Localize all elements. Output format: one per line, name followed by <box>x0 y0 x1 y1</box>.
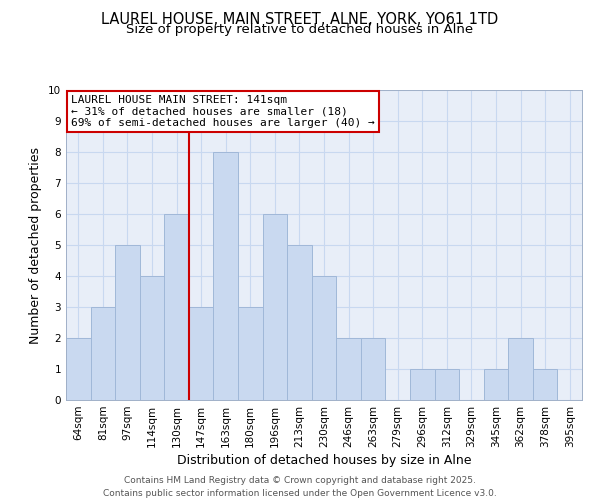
Bar <box>533 369 557 400</box>
Y-axis label: Number of detached properties: Number of detached properties <box>29 146 43 344</box>
Bar <box>115 245 140 400</box>
Bar <box>410 369 434 400</box>
Bar <box>434 369 459 400</box>
Bar <box>164 214 189 400</box>
Text: LAUREL HOUSE MAIN STREET: 141sqm
← 31% of detached houses are smaller (18)
69% o: LAUREL HOUSE MAIN STREET: 141sqm ← 31% o… <box>71 94 375 128</box>
Bar <box>361 338 385 400</box>
Bar <box>214 152 238 400</box>
Bar <box>263 214 287 400</box>
Text: Contains HM Land Registry data © Crown copyright and database right 2025.
Contai: Contains HM Land Registry data © Crown c… <box>103 476 497 498</box>
Bar <box>140 276 164 400</box>
Bar <box>336 338 361 400</box>
Bar <box>66 338 91 400</box>
X-axis label: Distribution of detached houses by size in Alne: Distribution of detached houses by size … <box>177 454 471 467</box>
Bar <box>508 338 533 400</box>
Bar <box>312 276 336 400</box>
Text: Size of property relative to detached houses in Alne: Size of property relative to detached ho… <box>127 22 473 36</box>
Bar <box>91 307 115 400</box>
Text: LAUREL HOUSE, MAIN STREET, ALNE, YORK, YO61 1TD: LAUREL HOUSE, MAIN STREET, ALNE, YORK, Y… <box>101 12 499 28</box>
Bar <box>484 369 508 400</box>
Bar <box>287 245 312 400</box>
Bar <box>189 307 214 400</box>
Bar <box>238 307 263 400</box>
